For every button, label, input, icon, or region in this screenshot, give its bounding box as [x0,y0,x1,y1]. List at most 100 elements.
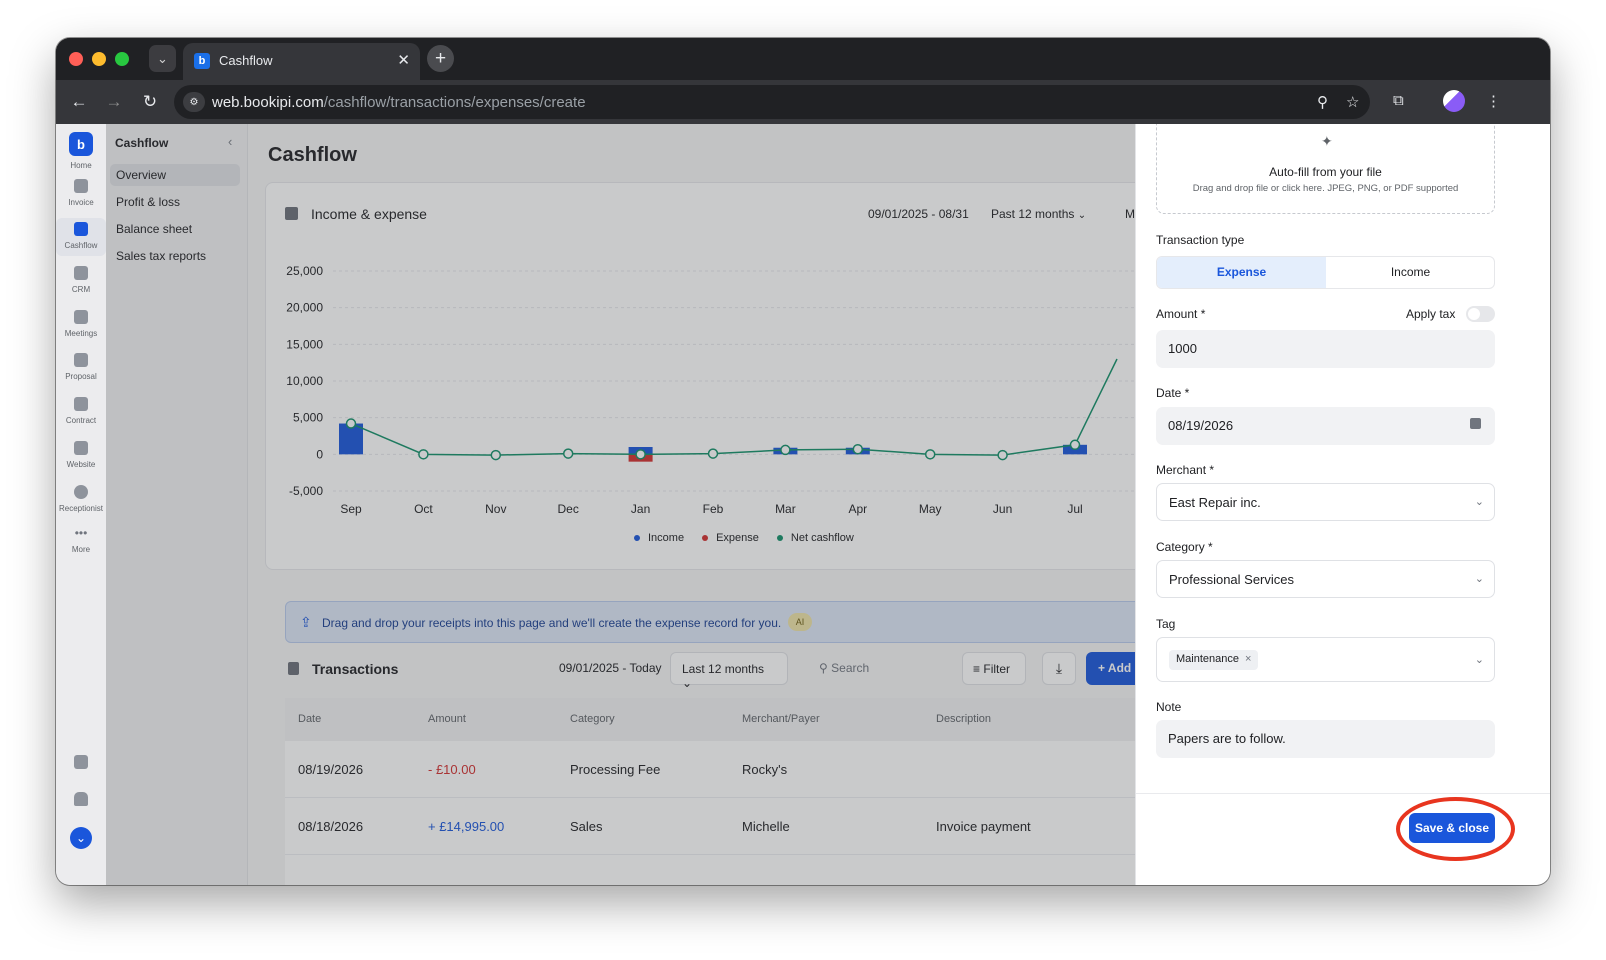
receipt-dropzone-banner[interactable]: ⇪ Drag and drop your receipts into this … [285,601,1185,643]
notifications-button[interactable] [56,792,106,806]
date-field[interactable]: 08/19/2026 [1156,407,1495,445]
amount-field[interactable]: 1000 [1156,330,1495,368]
x-tick-label: Jun [993,502,1012,516]
note-field[interactable]: Papers are to follow. [1156,720,1495,758]
legend-expense: Expense [716,532,759,544]
browser-toolbar: ← → ↻ ⚙ web.bookipi.com/cashflow/transac… [56,80,1550,124]
bookipi-favicon-icon: b [194,53,210,69]
crm-icon [74,266,88,280]
col-amount: Amount [428,713,466,725]
gift-icon [74,755,88,769]
meetings-icon [74,310,88,324]
new-tab-button[interactable]: + [427,45,454,72]
apply-tax-label: Apply tax [1406,307,1456,321]
modal-backdrop[interactable] [106,124,1184,885]
profile-avatar-icon[interactable] [1443,90,1465,112]
add-label: Add [1107,661,1132,675]
back-arrow-icon[interactable]: ← [70,92,88,111]
rail-label: Receptionist [58,504,104,513]
subnav-item-profit-loss[interactable]: Profit & loss [116,195,181,209]
rail-item-invoice[interactable]: Invoice [56,179,106,207]
subnav-item-balance-sheet[interactable]: Balance sheet [116,222,193,236]
gift-button[interactable] [56,755,106,769]
zoom-icon[interactable]: ⚲ [1317,94,1328,111]
legend-income: Income [648,532,685,544]
tab-search-button[interactable]: ⌄ [149,45,176,72]
rail-item-more[interactable]: ••• More [56,526,106,554]
autofill-dropzone[interactable]: ✦ Auto-fill from your file Drag and drop… [1156,124,1495,214]
window-close-button[interactable] [69,52,83,66]
col-merchant: Merchant/Payer [742,713,820,725]
row-category: Sales [570,819,603,834]
rail-item-crm[interactable]: CRM [56,266,106,294]
col-date: Date [298,713,322,725]
rail-item-meetings[interactable]: Meetings [56,310,106,338]
forward-arrow-icon[interactable]: → [105,92,123,111]
tag-select[interactable]: Maintenance × ⌄ [1156,637,1495,682]
bookmark-star-icon[interactable]: ☆ [1346,94,1360,111]
category-select[interactable]: Professional Services ⌄ [1156,560,1495,598]
site-info-icon[interactable]: ⚙ [183,92,205,112]
dropzone-subtitle: Drag and drop file or click here. JPEG, … [1192,183,1459,194]
y-tick-label: 25,000 [286,264,323,278]
income-expense-card: Income & expense 09/01/2025 - 08/31 Past… [265,182,1185,570]
transactions-period-label: Last 12 months [682,662,765,676]
window-maximize-button[interactable] [115,52,129,66]
merchant-select[interactable]: East Repair inc. ⌄ [1156,483,1495,521]
receptionist-icon [74,485,88,499]
app-content: b Home Invoice Cashflow CRM Meetings [56,124,1550,885]
filter-button[interactable]: ≡ Filter [962,652,1026,685]
chevron-down-icon: ⌄ [1474,573,1484,585]
net-cashflow-point [418,449,429,460]
row-amount: - £10.00 [428,762,476,777]
rail-item-cashflow[interactable]: Cashflow [56,218,106,256]
transaction-type-toggle: Expense Income [1156,256,1495,289]
rail-item-contract[interactable]: Contract [56,397,106,425]
browser-tab[interactable]: b Cashflow ✕ [183,43,420,80]
x-tick-label: May [919,502,942,516]
toggle-knob [1468,308,1480,320]
legend-expense-dot [702,535,709,541]
type-income-button[interactable]: Income [1390,265,1431,279]
x-tick-label: Jan [631,502,650,516]
extensions-icon[interactable]: ⧉ [1393,92,1404,109]
transactions-search[interactable]: ⚲ Search [808,652,948,685]
search-placeholder: Search [831,661,870,675]
collapse-chevron-icon[interactable]: ‹ [228,134,233,149]
subnav-item-overview[interactable]: Overview [110,164,240,186]
window-minimize-button[interactable] [92,52,106,66]
rail-item-receptionist[interactable]: Receptionist [56,485,106,513]
upload-icon: ⇪ [300,614,312,630]
remove-tag-icon[interactable]: × [1245,653,1252,665]
transactions-date-range[interactable]: 09/01/2025 - Today [559,661,662,675]
calendar-icon[interactable] [1470,418,1481,429]
subnav-item-sales-tax-reports[interactable]: Sales tax reports [116,249,207,263]
download-button[interactable]: ⤓ [1042,652,1076,685]
rail-item-home[interactable]: b Home [56,132,106,170]
address-bar[interactable]: ⚙ web.bookipi.com/cashflow/transactions/… [174,85,1370,119]
account-button[interactable]: ⌄ [56,827,106,849]
rail-item-proposal[interactable]: Proposal [56,353,106,381]
rail-item-website[interactable]: Website [56,441,106,469]
net-cashflow-point [345,418,357,429]
transactions-title: Transactions [312,661,399,677]
chart-date-range[interactable]: 09/01/2025 - 08/31 [868,207,969,221]
apply-tax-toggle[interactable] [1466,306,1495,322]
type-expense-button[interactable]: Expense [1157,257,1326,288]
search-icon: ⚲ [819,661,828,675]
date-value: 08/19/2026 [1168,418,1234,433]
row-merchant: Rocky's [742,762,788,777]
rail-label: Cashflow [64,241,98,250]
browser-menu-icon[interactable]: ⋮ [1486,93,1501,110]
net-cashflow-line [350,358,1118,456]
x-tick-label: Mar [775,502,796,516]
table-row[interactable]: 08/18/2026 + £14,995.00 Sales Michelle I… [285,798,1185,855]
table-row[interactable]: 08/19/2026 - £10.00 Processing Fee Rocky… [285,741,1185,798]
tab-close-icon[interactable]: ✕ [397,52,410,69]
table-header: Date Amount Category Merchant/Payer Desc… [285,698,1185,741]
chart-period-select[interactable]: Past 12 months ⌄ [991,207,1086,221]
url-text[interactable]: web.bookipi.com/cashflow/transactions/ex… [212,94,586,111]
transactions-period-select[interactable]: Last 12 months ⌄ [670,652,788,690]
legend-net-cashflow: Net cashflow [790,532,854,544]
reload-icon[interactable]: ↻ [142,92,158,111]
